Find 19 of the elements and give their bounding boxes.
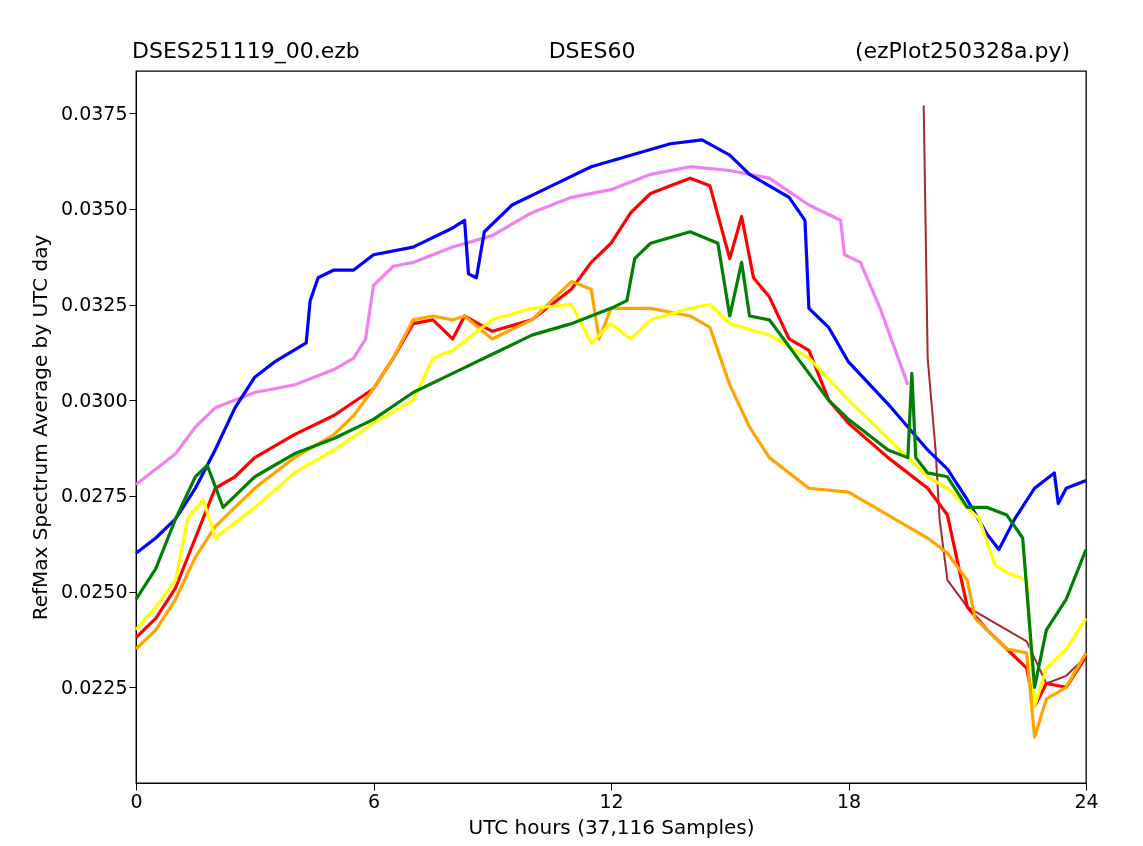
x-tick-label: 18 bbox=[836, 789, 862, 812]
y-tick-label: 0.0250 bbox=[61, 580, 128, 603]
x-tick-label: 12 bbox=[599, 789, 624, 812]
y-tick-label: 0.0375 bbox=[61, 101, 128, 124]
x-tick-label: 6 bbox=[367, 789, 381, 812]
y-tick-label: 0.0300 bbox=[61, 388, 128, 411]
x-tick-label: 24 bbox=[1074, 789, 1099, 812]
text: (ezPlot250328a.py) bbox=[854, 38, 1071, 63]
x-tick-label: 0 bbox=[130, 789, 143, 812]
x-axis-title: UTC hours (37,116 Samples) bbox=[468, 814, 755, 839]
y-tick-label: 0.0275 bbox=[61, 484, 128, 507]
line-series bbox=[134, 138, 1088, 555]
line-series bbox=[134, 165, 910, 487]
chart-title: DSES251119_00.ezb bbox=[132, 38, 360, 64]
y-tick-label: 0.0325 bbox=[61, 293, 128, 316]
text: DSES60 bbox=[548, 38, 636, 63]
y-tick-label: 0.0350 bbox=[61, 197, 128, 220]
y-tick-label: 0.0225 bbox=[61, 675, 128, 698]
y-axis-title: RefMax Spectrum Average by UTC day bbox=[28, 234, 53, 621]
